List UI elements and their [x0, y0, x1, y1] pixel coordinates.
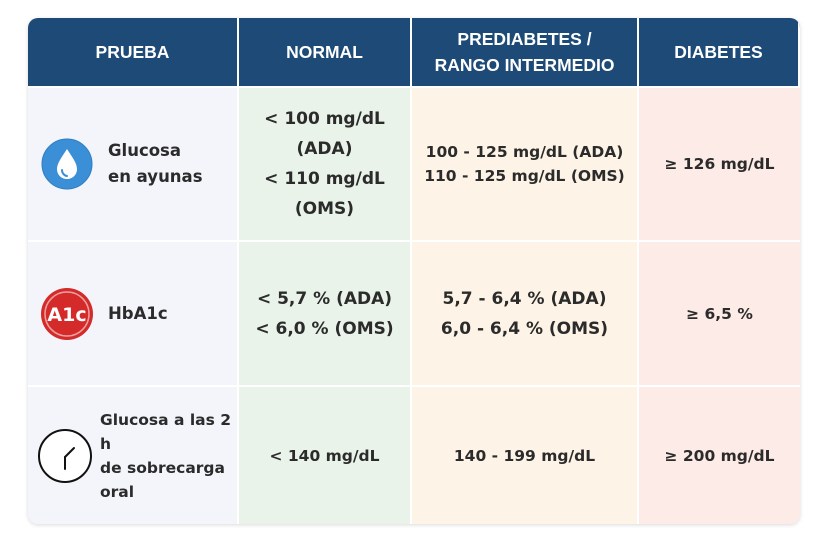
normal-cell-fasting-glucose: < 100 mg/dL (ADA) < 110 mg/dL (OMS) [239, 86, 412, 240]
header-label: NORMAL [286, 42, 363, 62]
value-text: 110 - 125 mg/dL (OMS) [424, 167, 625, 185]
test-cell-ogtt: Glucosa a las 2 h de sobrecarga oral [28, 385, 239, 524]
test-cell-fasting-glucose: Glucosa en ayunas [28, 86, 239, 240]
value-text: ≥ 200 mg/dL [664, 446, 775, 465]
value-text: < 6,0 % (OMS) [255, 318, 394, 339]
diabetes-cell-hba1c: ≥ 6,5 % [639, 240, 800, 385]
a1c-badge-text: A1c [47, 304, 86, 326]
header-label: PRUEBA [95, 42, 170, 62]
a1c-badge-icon: A1c [38, 285, 96, 343]
value-text: < 100 mg/dL [264, 109, 385, 129]
header-prediabetes: PREDIABETES / RANGO INTERMEDIO [412, 18, 639, 86]
header-prueba: PRUEBA [28, 18, 239, 86]
header-label: RANGO INTERMEDIO [434, 55, 615, 75]
test-name: oral [100, 482, 135, 501]
value-text: ≥ 126 mg/dL [664, 155, 775, 173]
test-name: Glucosa [108, 141, 182, 160]
diabetes-cell-fasting-glucose: ≥ 126 mg/dL [639, 86, 800, 240]
value-text: < 140 mg/dL [269, 446, 380, 465]
test-name: HbA1c [108, 303, 168, 323]
test-name: de sobrecarga [100, 458, 225, 477]
prediabetes-cell-fasting-glucose: 100 - 125 mg/dL (ADA) 110 - 125 mg/dL (O… [412, 86, 639, 240]
value-text: < 110 mg/dL [264, 169, 385, 189]
test-name: en ayunas [108, 167, 203, 186]
water-drop-icon [38, 135, 96, 193]
value-text: (OMS) [294, 199, 355, 219]
normal-cell-ogtt: < 140 mg/dL [239, 385, 412, 524]
value-text: < 5,7 % (ADA) [256, 288, 393, 309]
header-label: DIABETES [674, 42, 763, 62]
header-diabetes: DIABETES [639, 18, 800, 86]
test-cell-hba1c: A1c HbA1c [28, 240, 239, 385]
clock-icon [36, 427, 94, 485]
normal-cell-hba1c: < 5,7 % (ADA) < 6,0 % (OMS) [239, 240, 412, 385]
value-text: 6,0 - 6,4 % (OMS) [440, 318, 609, 339]
prediabetes-cell-hba1c: 5,7 - 6,4 % (ADA) 6,0 - 6,4 % (OMS) [412, 240, 639, 385]
header-normal: NORMAL [239, 18, 412, 86]
diagnostic-criteria-table: PRUEBA NORMAL PREDIABETES / RANGO INTERM… [28, 18, 800, 524]
header-label: PREDIABETES / [457, 29, 592, 49]
test-name: Glucosa a las 2 h [100, 410, 232, 453]
value-text: (ADA) [296, 139, 353, 159]
value-text: 100 - 125 mg/dL (ADA) [425, 143, 624, 161]
value-text: 140 - 199 mg/dL [453, 446, 596, 465]
diabetes-cell-ogtt: ≥ 200 mg/dL [639, 385, 800, 524]
value-text: 5,7 - 6,4 % (ADA) [442, 288, 607, 309]
value-text: ≥ 6,5 % [686, 304, 753, 323]
prediabetes-cell-ogtt: 140 - 199 mg/dL [412, 385, 639, 524]
